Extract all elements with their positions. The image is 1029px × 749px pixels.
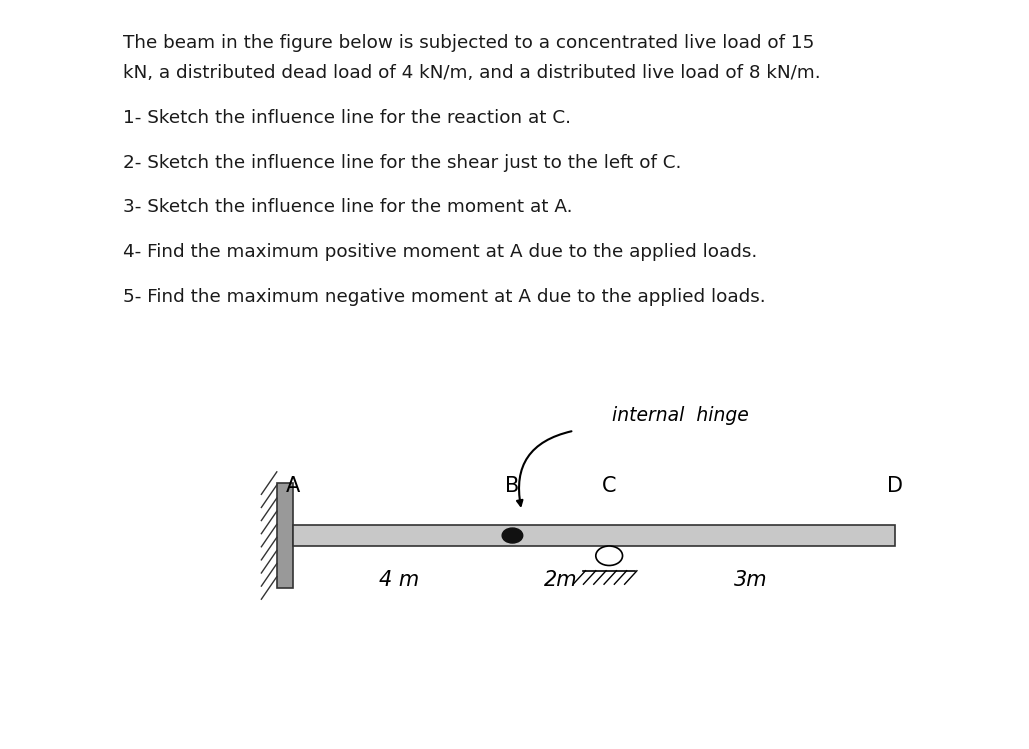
Text: 2- Sketch the influence line for the shear just to the left of C.: 2- Sketch the influence line for the she… [123, 154, 682, 172]
Text: 3m: 3m [735, 571, 768, 590]
Text: 5- Find the maximum negative moment at A due to the applied loads.: 5- Find the maximum negative moment at A… [123, 288, 767, 306]
Text: internal  hinge: internal hinge [612, 406, 749, 425]
Text: A: A [286, 476, 300, 496]
Text: 2m: 2m [544, 571, 577, 590]
Text: 3- Sketch the influence line for the moment at A.: 3- Sketch the influence line for the mom… [123, 198, 573, 216]
Text: D: D [887, 476, 903, 496]
Text: kN, a distributed dead load of 4 kN/m, and a distributed live load of 8 kN/m.: kN, a distributed dead load of 4 kN/m, a… [123, 64, 821, 82]
Text: B: B [505, 476, 520, 496]
Circle shape [502, 528, 523, 543]
Bar [293, 525, 895, 546]
Circle shape [596, 546, 623, 565]
Bar [277, 483, 293, 588]
Text: 4- Find the maximum positive moment at A due to the applied loads.: 4- Find the maximum positive moment at A… [123, 243, 757, 261]
Text: 4 m: 4 m [379, 571, 420, 590]
Text: C: C [602, 476, 616, 496]
Text: 1- Sketch the influence line for the reaction at C.: 1- Sketch the influence line for the rea… [123, 109, 571, 127]
Text: The beam in the figure below is subjected to a concentrated live load of 15: The beam in the figure below is subjecte… [123, 34, 815, 52]
